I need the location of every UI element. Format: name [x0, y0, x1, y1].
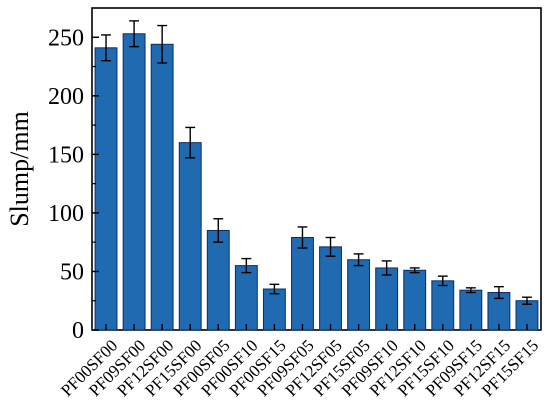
y-tick-label: 0: [72, 318, 84, 344]
y-axis-label: Slump/mm: [5, 111, 34, 227]
bar-pf12sf00: [150, 43, 174, 331]
y-tick-label: 200: [48, 84, 84, 110]
bar-pf15sf00: [178, 142, 202, 331]
bar-pf09sf10: [375, 267, 399, 331]
y-tick-label: 100: [48, 201, 84, 227]
plot-area: [91, 7, 542, 331]
bar-pf00sf05: [206, 229, 230, 331]
bar-pf00sf15: [262, 288, 286, 331]
y-tick-label: 250: [48, 25, 84, 51]
bar-pf15sf05: [347, 259, 371, 331]
bar-pf12sf05: [319, 246, 342, 331]
error-bars-group: [101, 20, 532, 305]
bar-pf00sf00: [94, 47, 118, 331]
y-tick-label: 150: [48, 142, 84, 168]
bar-pf15sf10: [431, 280, 455, 331]
bar-pf09sf05: [291, 236, 314, 331]
bar-pf12sf10: [403, 269, 427, 331]
bar-pf09sf00: [122, 33, 146, 331]
y-axis: 0 50 100 150 200 250: [48, 25, 99, 344]
plot-frame: [91, 7, 542, 331]
bar-pf00sf10: [234, 265, 258, 331]
bars-group: [94, 33, 539, 331]
y-tick-label: 50: [60, 259, 84, 285]
x-axis: PF00SF00PF09SF00PF12SF00PF15SF00PF00SF05…: [57, 324, 542, 400]
